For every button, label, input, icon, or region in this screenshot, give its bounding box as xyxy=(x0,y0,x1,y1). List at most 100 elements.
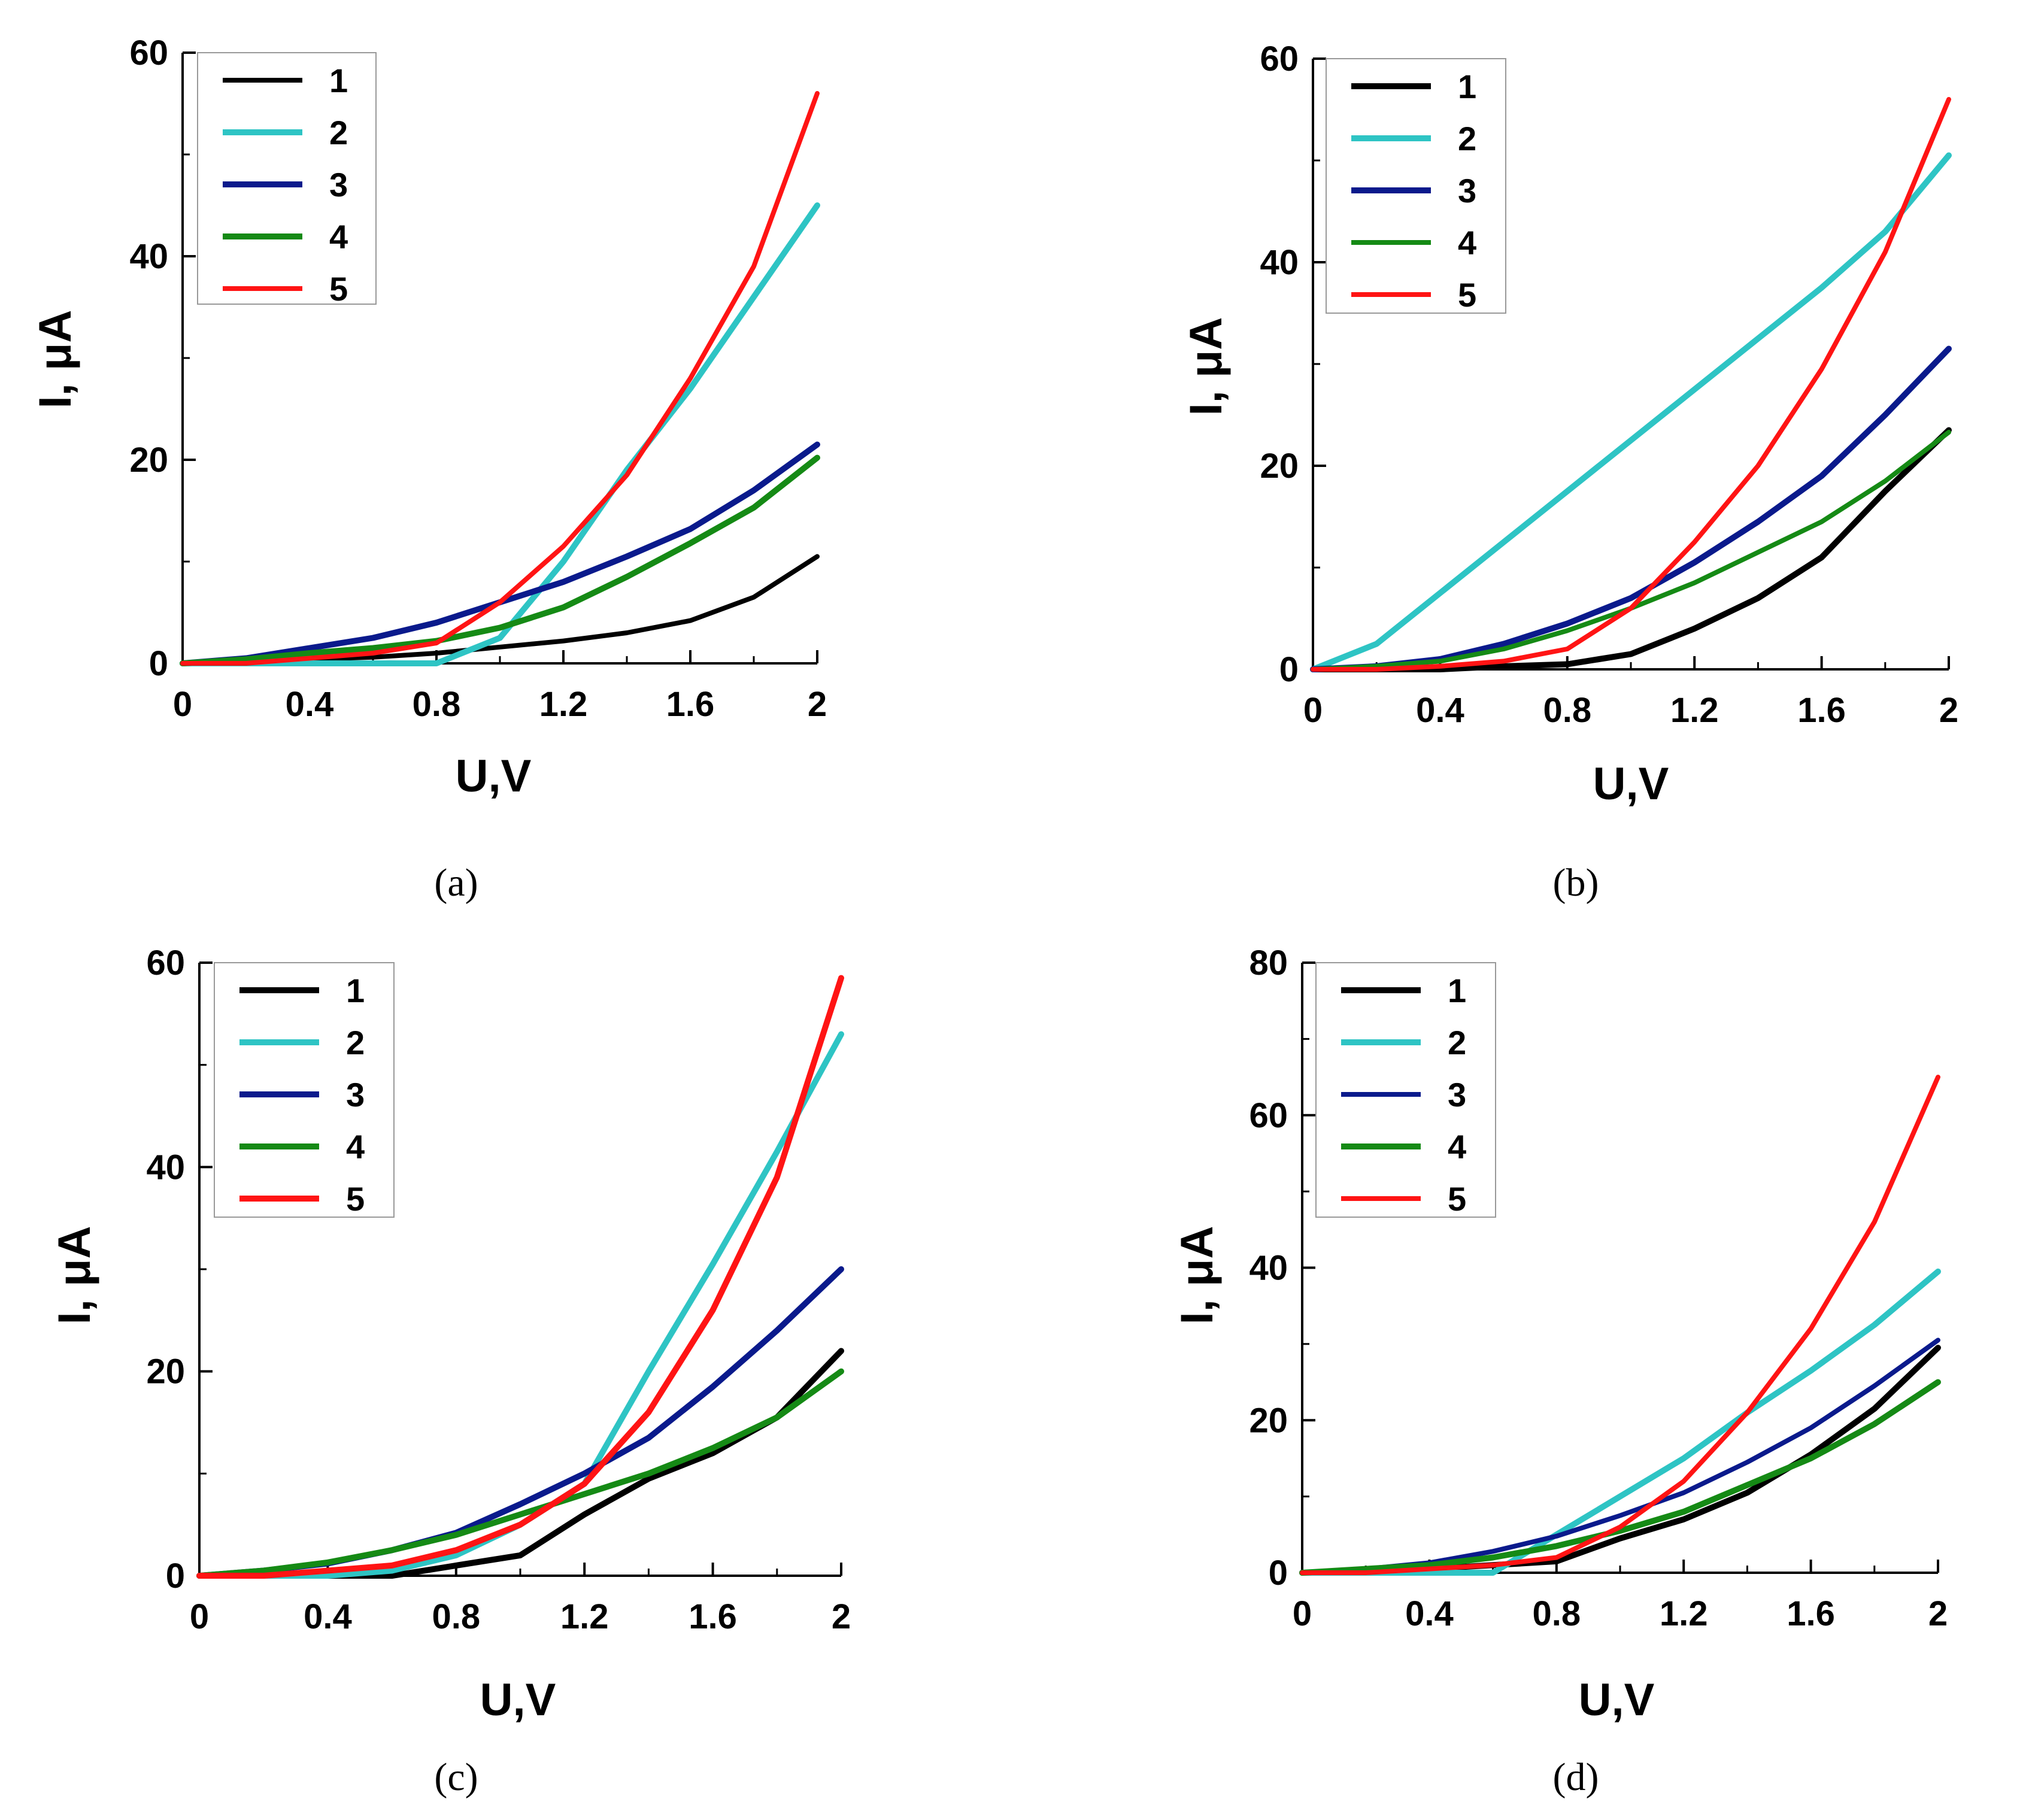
y-tick-label: 60 xyxy=(1260,40,1299,78)
legend-label-3: 3 xyxy=(346,1076,365,1114)
legend-label-1: 1 xyxy=(346,972,365,1009)
y-tick-label: 60 xyxy=(146,944,185,982)
legend-label-5: 5 xyxy=(1448,1180,1466,1218)
legend-box xyxy=(1326,58,1506,314)
series-line-2 xyxy=(1310,152,1952,672)
legend-box xyxy=(214,962,395,1218)
x-tick-label: 0 xyxy=(1293,1594,1312,1633)
y-tick-label: 0 xyxy=(1269,1554,1288,1592)
legend-label-3: 3 xyxy=(329,166,348,204)
x-tick-label: 0.4 xyxy=(304,1597,352,1636)
y-tick-label: 60 xyxy=(129,34,168,72)
series-line-5 xyxy=(180,91,820,666)
series-line-1 xyxy=(196,1348,844,1579)
x-tick-label: 1.2 xyxy=(1660,1594,1708,1633)
x-axis-label: U,V xyxy=(456,751,532,802)
x-tick-label: 2 xyxy=(808,685,827,724)
x-axis-label: U,V xyxy=(1593,759,1669,809)
y-tick-label: 40 xyxy=(146,1148,185,1187)
legend: 1 2 3 4 5 xyxy=(1326,58,1506,314)
legend-label-1: 1 xyxy=(1448,972,1466,1009)
series-line-4 xyxy=(180,454,820,666)
panel-caption: (a) xyxy=(434,861,478,905)
legend-label-5: 5 xyxy=(346,1180,365,1218)
legend-label-4: 4 xyxy=(1458,224,1476,262)
series-line-4 xyxy=(1299,1379,1941,1576)
x-tick-label: 0.8 xyxy=(1543,691,1591,730)
series-line-5 xyxy=(1311,97,1951,672)
series-line-1 xyxy=(1310,427,1952,672)
x-tick-label: 0 xyxy=(190,1597,209,1636)
x-tick-label: 1.6 xyxy=(1787,1594,1835,1633)
legend-label-2: 2 xyxy=(1448,1024,1466,1061)
y-tick-label: 40 xyxy=(129,237,168,276)
y-tick-label: 80 xyxy=(1249,944,1288,982)
y-tick-label: 20 xyxy=(146,1352,185,1391)
series-line-2 xyxy=(180,202,820,666)
x-tick-label: 1.6 xyxy=(1797,691,1846,730)
legend-label-5: 5 xyxy=(1458,276,1476,314)
x-tick-label: 1.2 xyxy=(560,1597,609,1636)
legend: 1 2 3 4 5 xyxy=(1315,962,1496,1218)
series-line-5 xyxy=(196,975,844,1579)
x-axis-label: U,V xyxy=(1579,1675,1655,1725)
legend-box xyxy=(197,52,377,305)
x-tick-label: 0.4 xyxy=(286,685,334,724)
series-line-2 xyxy=(1299,1268,1941,1576)
legend-label-2: 2 xyxy=(346,1024,365,1061)
series-line-4 xyxy=(1311,429,1951,672)
series-line-4 xyxy=(196,1368,844,1579)
legend: 1 2 3 4 5 xyxy=(214,962,395,1218)
legend-label-1: 1 xyxy=(329,62,348,99)
y-tick-label: 0 xyxy=(1279,650,1299,689)
legend: 1 2 3 4 5 xyxy=(197,52,377,308)
panel-caption: (c) xyxy=(434,1755,478,1799)
y-axis-label: I, μA xyxy=(30,310,81,409)
y-tick-label: 20 xyxy=(129,441,168,480)
x-tick-label: 0.4 xyxy=(1416,691,1464,730)
y-tick-label: 0 xyxy=(149,644,168,683)
x-tick-label: 1.2 xyxy=(1670,691,1719,730)
y-tick-label: 40 xyxy=(1249,1249,1288,1288)
legend-label-3: 3 xyxy=(1458,172,1476,210)
y-axis-label: I, μA xyxy=(1181,317,1232,416)
x-tick-label: 1.6 xyxy=(666,685,715,724)
panel-caption: (d) xyxy=(1553,1755,1599,1799)
y-axis-label: I, μA xyxy=(1172,1226,1223,1325)
y-tick-label: 20 xyxy=(1249,1401,1288,1440)
x-axis-label: U,V xyxy=(480,1675,556,1725)
legend-box xyxy=(1315,962,1496,1218)
x-tick-label: 0.8 xyxy=(1532,1594,1581,1633)
x-tick-label: 2 xyxy=(832,1597,851,1636)
x-tick-label: 0 xyxy=(173,685,192,724)
y-tick-label: 40 xyxy=(1260,243,1299,282)
x-tick-label: 1.6 xyxy=(689,1597,737,1636)
legend-label-4: 4 xyxy=(1448,1128,1466,1166)
x-tick-label: 2 xyxy=(1939,691,1958,730)
x-tick-label: 2 xyxy=(1928,1594,1948,1633)
x-tick-label: 0.4 xyxy=(1405,1594,1454,1633)
x-tick-label: 0.8 xyxy=(432,1597,480,1636)
y-tick-label: 20 xyxy=(1260,447,1299,486)
series-line-5 xyxy=(1300,1075,1940,1575)
legend-label-4: 4 xyxy=(346,1128,365,1166)
x-tick-label: 1.2 xyxy=(539,685,588,724)
y-tick-label: 60 xyxy=(1249,1096,1288,1135)
legend-label-4: 4 xyxy=(329,218,348,256)
series-line-1 xyxy=(1299,1345,1941,1576)
x-tick-label: 0.8 xyxy=(413,685,461,724)
legend-label-2: 2 xyxy=(1458,120,1476,157)
legend-label-3: 3 xyxy=(1448,1076,1466,1114)
legend-label-5: 5 xyxy=(329,270,348,308)
legend-label-2: 2 xyxy=(329,114,348,151)
panel-caption: (b) xyxy=(1553,861,1599,905)
series-line-3 xyxy=(196,1266,844,1579)
y-axis-label: I, μA xyxy=(49,1226,100,1325)
legend-label-1: 1 xyxy=(1458,68,1476,105)
y-tick-label: 0 xyxy=(166,1557,185,1595)
